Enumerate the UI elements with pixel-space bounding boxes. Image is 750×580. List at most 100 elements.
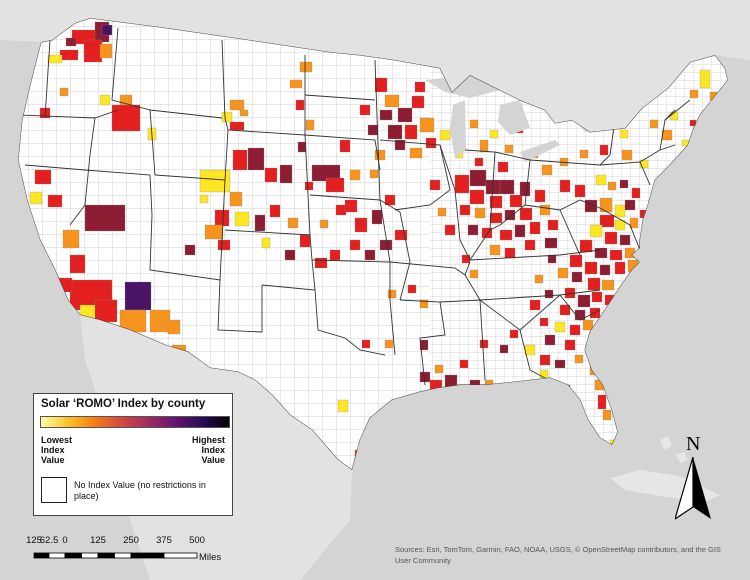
index-county	[204, 224, 224, 240]
index-county	[287, 217, 299, 229]
index-county	[629, 217, 639, 229]
index-county	[582, 319, 594, 331]
index-county	[559, 304, 571, 316]
index-county	[305, 119, 315, 131]
index-county	[459, 359, 469, 369]
index-county	[661, 129, 673, 141]
index-county	[544, 334, 556, 346]
index-county	[279, 164, 293, 184]
index-county	[414, 81, 426, 93]
index-county	[404, 124, 418, 140]
index-county	[57, 277, 73, 293]
index-county	[419, 371, 431, 383]
state-borders	[19, 27, 691, 386]
index-county	[689, 89, 699, 99]
index-county	[499, 179, 515, 195]
index-county	[167, 319, 181, 335]
index-county	[337, 399, 349, 413]
index-county	[229, 99, 245, 111]
index-county	[254, 214, 266, 232]
index-county	[534, 274, 544, 284]
index-county	[481, 227, 493, 239]
scale-bar-tick-label: 500	[189, 535, 205, 546]
index-county	[601, 279, 615, 291]
index-county	[34, 169, 52, 185]
index-county	[509, 329, 519, 339]
scale-bar-tick-label: 62.5	[39, 535, 59, 546]
scale-bar-tick-label: 250	[123, 535, 139, 546]
index-county	[119, 94, 133, 106]
index-county	[619, 234, 631, 246]
index-county	[214, 209, 230, 227]
index-county	[297, 141, 307, 153]
scale-bar-unit: Miles	[199, 552, 222, 563]
index-county	[539, 369, 549, 379]
index-county	[229, 121, 245, 131]
legend-high-label: Highest Index Value	[191, 435, 225, 465]
index-county	[624, 199, 636, 211]
index-county	[504, 209, 516, 221]
index-county	[591, 291, 603, 303]
index-county	[439, 129, 451, 141]
index-county	[649, 119, 659, 129]
index-county	[619, 129, 629, 139]
index-county	[479, 139, 489, 153]
index-county	[599, 197, 613, 213]
index-county	[579, 149, 589, 159]
index-county	[539, 317, 549, 327]
index-county	[264, 167, 278, 183]
index-county	[429, 179, 441, 191]
index-county	[99, 94, 111, 106]
index-county	[62, 229, 80, 249]
index-county	[361, 339, 371, 349]
index-county	[434, 364, 444, 374]
index-county	[554, 321, 566, 333]
index-county	[559, 384, 571, 396]
index-county	[47, 194, 63, 208]
north-arrow-icon	[675, 457, 711, 520]
scale-bar-segment	[114, 552, 132, 559]
index-county	[547, 254, 557, 264]
index-county	[374, 77, 388, 93]
index-county	[559, 179, 571, 193]
scale-bar-segment	[97, 552, 115, 559]
index-county	[269, 204, 281, 218]
index-county	[299, 234, 311, 248]
index-county	[349, 239, 361, 251]
index-county	[529, 221, 541, 235]
index-county	[394, 229, 408, 241]
index-county	[83, 39, 103, 63]
index-county	[519, 207, 533, 221]
index-county	[199, 194, 209, 204]
scale-bar-segment	[64, 552, 82, 559]
index-county	[234, 211, 250, 227]
index-county	[614, 204, 626, 218]
scale-bar-segment	[33, 552, 50, 559]
legend-low-label: Lowest Index Value	[41, 435, 73, 465]
index-county	[199, 169, 231, 193]
index-county	[124, 281, 152, 311]
index-county	[584, 261, 598, 275]
index-county	[379, 109, 393, 121]
index-county	[29, 191, 43, 205]
index-county	[379, 239, 393, 251]
index-county	[534, 189, 546, 203]
index-county	[419, 339, 429, 351]
index-county	[384, 94, 400, 108]
index-county	[539, 354, 551, 366]
scale-bar-segment	[48, 552, 66, 559]
index-county	[614, 261, 626, 275]
scale-bar-tick-label: 125	[90, 535, 106, 546]
index-county	[407, 284, 417, 294]
index-county	[564, 339, 576, 351]
index-county	[579, 239, 593, 253]
index-county	[59, 87, 69, 97]
index-county	[354, 449, 364, 465]
index-county	[329, 249, 341, 261]
scale-bar-tick-label: 375	[156, 535, 172, 546]
index-county	[47, 54, 63, 64]
index-county	[232, 149, 248, 171]
index-county	[529, 299, 541, 311]
index-county	[29, 244, 43, 264]
